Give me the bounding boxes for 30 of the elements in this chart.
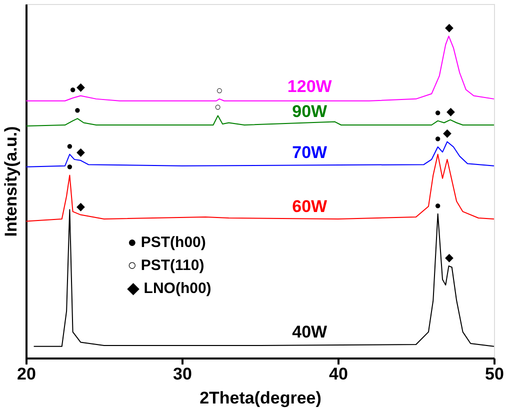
x-tick-label: 20 (17, 364, 36, 384)
x-tick-label: 50 (485, 364, 504, 384)
series-label: 90W (292, 102, 328, 121)
annotation: ○ PST(110) (128, 257, 204, 274)
annotation: ◆ (446, 106, 456, 118)
x-axis-title: 2Theta(degree) (200, 388, 322, 408)
annotation: ● (66, 161, 74, 174)
annotation: ◆ (76, 146, 86, 158)
x-tick-label: 40 (329, 364, 348, 384)
y-axis-title: Intensity(a.u.) (2, 126, 20, 237)
annotation: ○ (216, 84, 223, 97)
annotation: ● (434, 132, 442, 145)
annotation: ◆ (444, 252, 454, 264)
annotation: ● PST(h00) (128, 234, 206, 251)
series-label: 120W (287, 76, 333, 96)
annotation: ● (434, 106, 442, 119)
series-label: 70W (292, 142, 328, 162)
annotation: ◆ (444, 22, 454, 34)
annotation: ● (434, 200, 442, 212)
annotation: ● (66, 140, 74, 152)
annotation: ○ (214, 102, 222, 114)
annotation: ◆ (76, 82, 86, 94)
annotation: ● (69, 84, 76, 96)
annotation: ◆ (76, 200, 86, 213)
annotation: ◆ (443, 128, 452, 140)
annotation: ● (74, 104, 81, 117)
annotation: ◆ LNO(h00) (126, 280, 212, 297)
x-tick-label: 30 (173, 364, 192, 384)
series-label: 40W (292, 322, 328, 342)
series-label: 60W (292, 197, 328, 216)
